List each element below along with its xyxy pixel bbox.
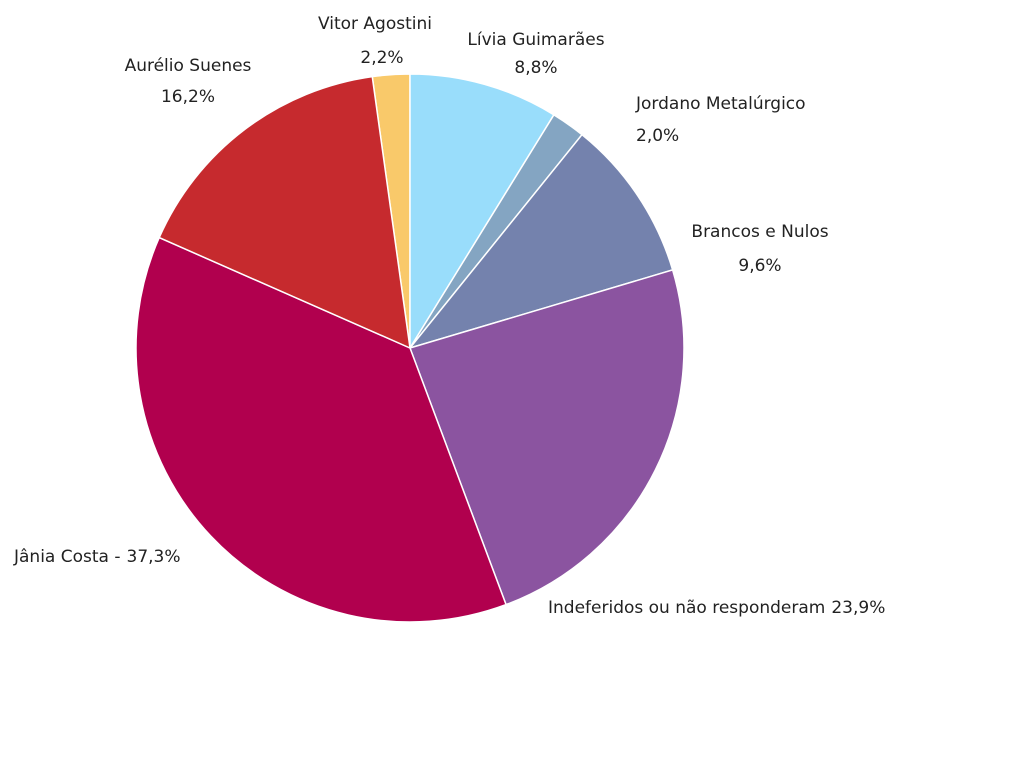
value-label: 2,2%: [360, 48, 403, 68]
pie-slice: [407, 133, 674, 350]
value-label: 2,0%: [636, 126, 679, 146]
value-label: 8,8%: [514, 58, 557, 78]
pie-slice: [409, 73, 555, 351]
slice-label: Indeferidos ou não responderam: [548, 598, 825, 618]
pie-slice: [409, 268, 685, 606]
slice-label: Brancos e Nulos: [691, 222, 828, 242]
slice-label: Jânia Costa -: [13, 547, 121, 567]
pie-slice: [158, 75, 411, 350]
value-label: 23,9%: [831, 598, 885, 618]
value-label: 16,2%: [161, 87, 215, 107]
slice-label: Vitor Agostini: [318, 14, 432, 34]
value-label: 37,3%: [127, 547, 181, 567]
slice-label: Aurélio Suenes: [125, 56, 252, 76]
pie-slice: [135, 236, 508, 623]
slice-label: Jordano Metalúrgico: [635, 94, 806, 114]
slice-label: Lívia Guimarães: [467, 30, 604, 50]
value-label: 9,6%: [738, 256, 781, 276]
